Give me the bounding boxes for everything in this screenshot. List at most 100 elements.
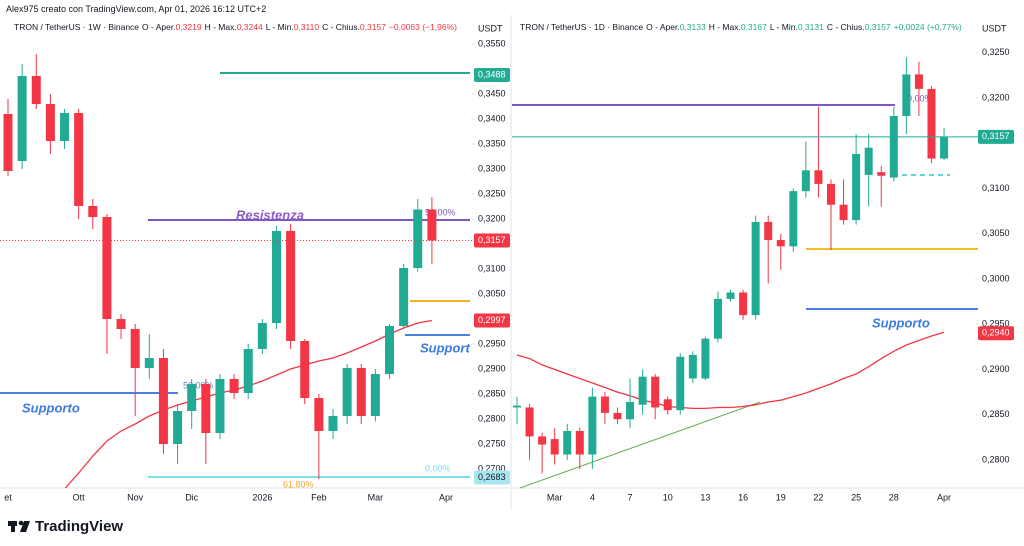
candle-body — [902, 74, 911, 117]
y-tick-label: 0,3050 — [982, 228, 1010, 238]
moving-average — [516, 331, 945, 410]
symbol: TRON / TetherUS · 1W · Binance — [14, 22, 140, 32]
candle-body — [764, 221, 773, 241]
candle-body — [187, 384, 197, 411]
y-tick-label: 0,2800 — [982, 454, 1010, 464]
candle-body — [271, 231, 281, 323]
candle-body — [342, 368, 352, 416]
candle-body — [144, 358, 154, 368]
brand: TradingView — [35, 518, 123, 535]
candle-body — [814, 170, 823, 184]
candle-body — [201, 384, 211, 433]
field-value: 0,3157 — [864, 22, 891, 32]
candle-body — [102, 217, 112, 319]
candle-body — [852, 154, 861, 221]
candle-body — [889, 116, 898, 178]
y-tick-label: 0,2900 — [982, 364, 1010, 374]
y-tick-label: 0,3050 — [478, 288, 506, 298]
annotation: 50,00% — [183, 380, 214, 390]
candle-body — [427, 209, 437, 241]
price-badge-label: 0,3488 — [478, 69, 506, 79]
price-badge — [474, 470, 510, 485]
candle-body — [688, 354, 697, 379]
candle-body — [158, 358, 168, 444]
candle-body — [60, 113, 70, 141]
field-value: 0,3131 — [797, 22, 824, 32]
y-tick-label: 0,3300 — [478, 163, 506, 173]
candle-body — [751, 221, 760, 316]
y-tick-label: 0,3400 — [478, 113, 506, 123]
candle-body — [314, 398, 324, 431]
candle-body — [864, 147, 873, 175]
candle-body — [17, 76, 27, 161]
x-tick-label: 25 — [851, 492, 861, 502]
candle-body — [575, 430, 584, 455]
candle-body — [45, 104, 55, 141]
annotation: 61,80% — [283, 479, 314, 489]
y-tick-label: 0,2950 — [478, 338, 506, 348]
candle-body — [538, 436, 547, 445]
candle-body — [243, 349, 253, 393]
candle-body — [638, 376, 647, 405]
field-key: H - Max. — [204, 22, 237, 32]
plot — [513, 57, 949, 474]
candle-body — [525, 407, 534, 437]
candle-body — [229, 379, 239, 393]
candle-body — [356, 368, 366, 416]
price-badge — [978, 129, 1014, 144]
price-badge — [474, 68, 510, 82]
candle-body — [726, 292, 735, 299]
field-value: 0,3110 — [293, 22, 320, 32]
candle-body — [130, 329, 140, 368]
x-tick-label: 16 — [738, 492, 748, 502]
x-tick-label: 19 — [776, 492, 786, 502]
legend: TRON / TetherUS · 1D · Binance O - Aper.0… — [520, 22, 965, 32]
candle-body — [286, 231, 296, 341]
change: +0,0024 (+0,77%) — [893, 22, 962, 32]
candle-body — [31, 76, 41, 104]
price-badge-label: 0,3157 — [478, 235, 506, 245]
y-tick-label: 0,3250 — [478, 188, 506, 198]
candle-body — [839, 204, 848, 221]
x-tick-label: Apr — [937, 492, 951, 502]
y-tick-label: 0,3350 — [478, 138, 506, 148]
candle-body — [413, 209, 423, 268]
x-tick-label: 4 — [590, 492, 595, 502]
legend: TRON / TetherUS · 1W · Binance O - Aper.0… — [14, 22, 460, 32]
x-tick-label: Mar — [368, 492, 384, 502]
y-axis-unit: USDT — [478, 23, 503, 33]
field-value: 0,3167 — [740, 22, 767, 32]
candle-body — [600, 396, 609, 413]
y-tick-label: 0,3550 — [478, 38, 506, 48]
candle-body — [550, 439, 559, 455]
x-tick-label: 10 — [663, 492, 673, 502]
candle-body — [940, 136, 949, 159]
x-tick-label: Nov — [127, 492, 144, 502]
y-tick-label: 0,3100 — [478, 263, 506, 273]
candle-body — [257, 323, 267, 349]
price-badge — [474, 233, 510, 248]
candle-body — [776, 240, 785, 247]
x-tick-label: 22 — [813, 492, 823, 502]
candle-body — [563, 430, 572, 455]
field-key: C - Chius. — [826, 22, 865, 32]
price-badge-label: 0,2940 — [982, 328, 1010, 338]
candle-body — [399, 268, 409, 326]
field-key: H - Max. — [708, 22, 741, 32]
annotation: Resistenza — [236, 207, 304, 222]
annotation: Supporto — [872, 315, 930, 330]
candle-body — [116, 319, 126, 329]
candle-body — [651, 376, 660, 408]
candle-body — [801, 170, 810, 192]
candle-body — [676, 356, 685, 411]
field-value: 0,3133 — [679, 22, 706, 32]
x-tick-label: 7 — [628, 492, 633, 502]
price-badge-label: 0,2683 — [478, 472, 506, 482]
x-tick-label: Feb — [311, 492, 327, 502]
x-tick-label: Mar — [547, 492, 563, 502]
annotation: 50,00% — [425, 207, 456, 217]
y-tick-label: 0,2700 — [478, 463, 506, 473]
plot — [3, 54, 437, 488]
candle-body — [215, 379, 225, 433]
